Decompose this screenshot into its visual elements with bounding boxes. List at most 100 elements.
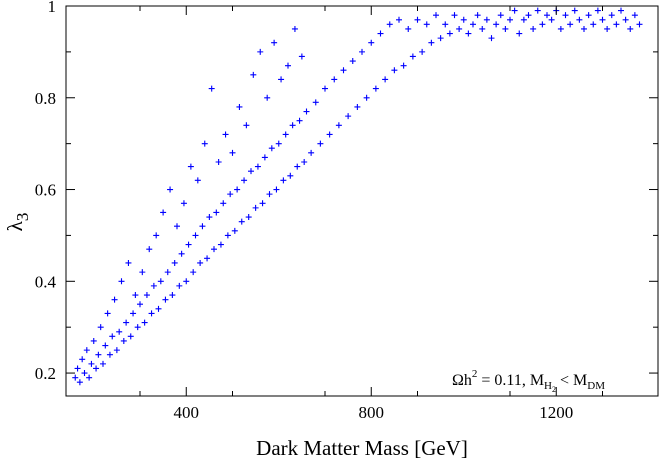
data-point: [303, 108, 310, 115]
data-point: [204, 255, 211, 262]
y-axis-label-sub: 3: [13, 213, 32, 222]
data-point: [275, 140, 282, 147]
plot-frame: [65, 5, 659, 397]
data-point: [132, 292, 139, 299]
data-point: [252, 204, 259, 211]
data-point: [79, 356, 86, 363]
data-point: [562, 12, 569, 19]
data-point: [363, 94, 370, 101]
data-point: [331, 76, 338, 83]
data-point: [197, 259, 204, 266]
data-point: [137, 301, 143, 308]
data-point: [227, 191, 234, 198]
data-point: [493, 21, 500, 28]
data-point: [201, 140, 208, 147]
data-point: [229, 149, 236, 156]
data-point: [167, 186, 174, 193]
data-point: [143, 292, 150, 299]
data-point: [520, 16, 527, 23]
data-point: [97, 324, 104, 331]
data-point: [213, 209, 220, 216]
data-point: [139, 269, 146, 276]
y-tick-label: 1: [48, 0, 57, 16]
data-point: [183, 278, 190, 285]
data-point: [548, 16, 555, 23]
data-point: [622, 16, 629, 23]
y-tick-label: 0.6: [35, 181, 56, 200]
data-point: [146, 246, 153, 253]
data-point: [266, 191, 273, 198]
data-point: [317, 140, 324, 147]
data-point: [465, 30, 472, 37]
data-point: [111, 296, 118, 303]
data-point: [294, 163, 301, 170]
data-point: [604, 25, 611, 32]
data-point: [287, 172, 294, 179]
data-point: [102, 342, 109, 349]
data-point: [414, 16, 421, 23]
data-point: [585, 12, 592, 19]
annotation-h-subsub: 2: [552, 385, 556, 394]
data-point: [199, 223, 206, 230]
data-point: [428, 39, 435, 46]
data-point: [488, 35, 495, 42]
data-point: [335, 122, 342, 129]
data-point: [599, 16, 606, 23]
data-point: [608, 12, 615, 19]
data-point: [120, 337, 127, 344]
data-point: [72, 374, 79, 381]
data-point: [539, 21, 546, 28]
data-point: [192, 232, 199, 239]
data-point: [312, 99, 319, 106]
x-tick-label: 800: [359, 403, 385, 422]
data-point: [285, 62, 291, 69]
data-point: [81, 370, 88, 377]
data-point: [345, 113, 352, 120]
axis-ticks: 400 800 1200 0.2 0.4 0.6 0.8 1: [35, 0, 658, 422]
data-point: [141, 319, 148, 326]
data-point: [502, 25, 509, 32]
data-point: [180, 200, 187, 207]
annotation-h: h: [464, 372, 472, 389]
data-point: [405, 25, 412, 32]
data-point: [544, 12, 550, 19]
data-point: [474, 12, 481, 19]
data-point: [243, 122, 250, 129]
data-point: [116, 328, 123, 335]
data-point: [627, 25, 634, 32]
data-point: [153, 232, 160, 239]
data-point: [155, 305, 162, 312]
data-point: [516, 30, 523, 37]
data-point: [187, 163, 194, 170]
data-point: [268, 145, 275, 152]
data-point: [130, 310, 137, 317]
data-point: [125, 259, 132, 266]
data-point: [190, 269, 197, 276]
data-point: [259, 200, 266, 207]
data-point: [127, 333, 134, 340]
data-point: [261, 154, 268, 161]
data-point: [291, 25, 298, 32]
data-point: [211, 246, 217, 253]
data-point: [442, 21, 449, 28]
data-point: [368, 39, 375, 46]
data-point: [278, 76, 285, 83]
data-point: [326, 131, 333, 138]
data-point: [109, 333, 116, 340]
data-point: [113, 347, 120, 354]
data-point: [164, 269, 171, 276]
data-point: [178, 250, 185, 257]
data-point: [236, 103, 243, 110]
data-point: [104, 310, 111, 317]
x-tick-label: 1200: [539, 403, 573, 422]
data-point: [437, 35, 444, 42]
data-point: [567, 21, 574, 28]
data-point: [497, 12, 504, 19]
data-point: [470, 21, 476, 28]
data-point: [220, 200, 227, 207]
data-point: [185, 241, 192, 248]
data-point: [451, 12, 458, 19]
data-point: [433, 12, 439, 19]
data-point: [271, 39, 278, 46]
